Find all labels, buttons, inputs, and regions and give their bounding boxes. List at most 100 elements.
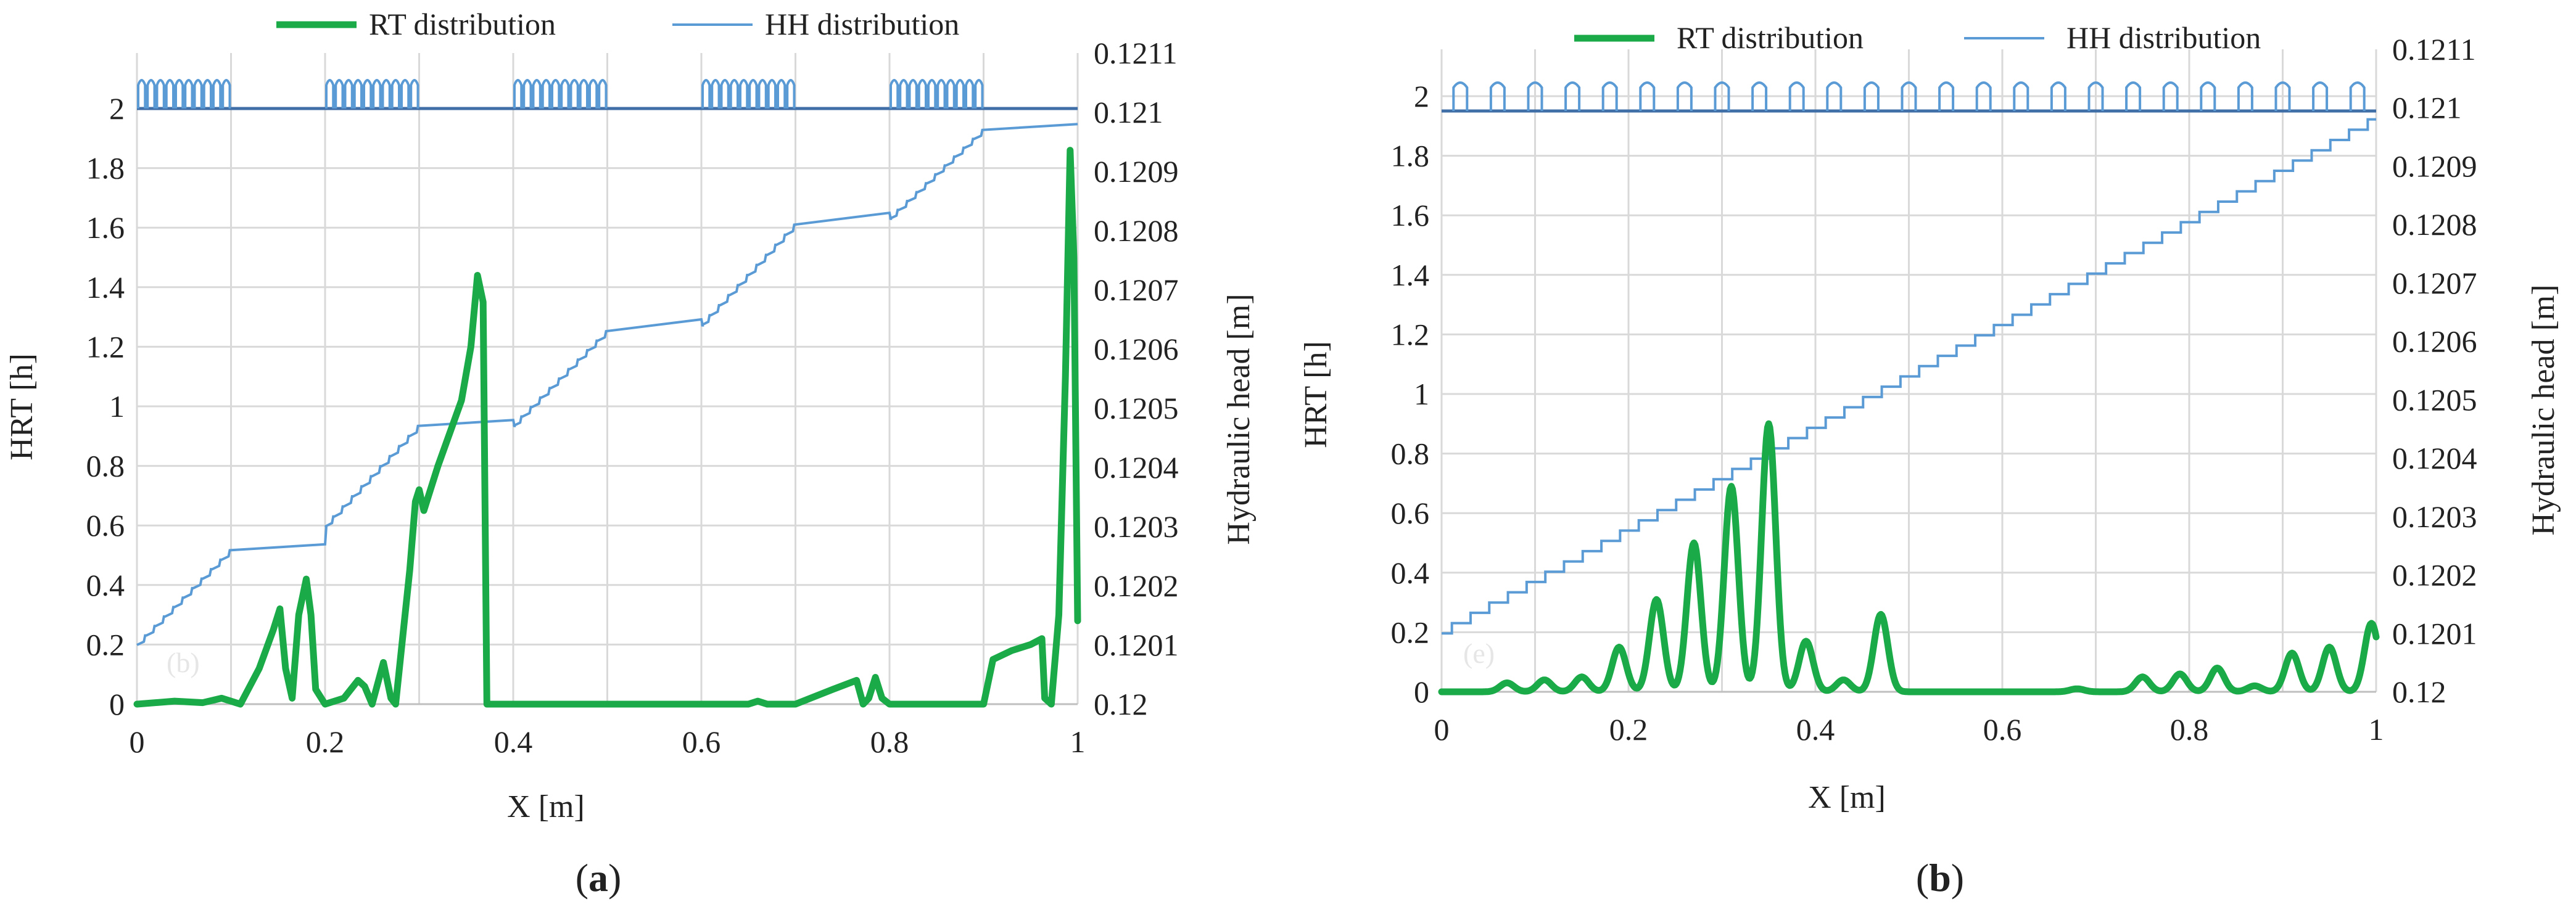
- baffle: [1676, 81, 1693, 111]
- baffle: [1452, 81, 1469, 111]
- y-tick-label: 0.2: [1391, 615, 1430, 649]
- baffle: [1938, 81, 1955, 111]
- baffle: [1489, 81, 1506, 111]
- x-tick-label: 0.8: [870, 724, 909, 759]
- chart-panel-a: 00.20.40.60.811.21.41.61.82 0.120.12010.…: [4, 7, 1257, 900]
- baffle-markers-a: [137, 79, 1078, 110]
- baffle-group: [890, 79, 984, 109]
- baffle: [1751, 81, 1768, 111]
- rt-distribution-line: [133, 147, 1081, 708]
- x-tick-label: 0.6: [1983, 712, 2022, 747]
- y2-tick-label: 0.1209: [2392, 149, 2477, 183]
- y-tick-label: 1.4: [86, 270, 125, 305]
- y2-tick-label: 0.1211: [2392, 32, 2476, 67]
- y2-tick-label: 0.1202: [1094, 568, 1179, 603]
- hh-distribution-line: [136, 123, 1078, 646]
- y-tick-label: 1.6: [1391, 198, 1430, 232]
- rt-line-a: [133, 147, 1081, 708]
- watermark-a: (b): [167, 647, 200, 678]
- y2-tick-label: 0.12: [1094, 687, 1148, 721]
- y2-tick-labels-b: 0.12 0.1201 0.1202 0.1203 0.1204 0.1205 0.1206…: [2392, 32, 2477, 709]
- x-tick-labels-b: 0 0.2 0.4 0.6 0.8 1: [1434, 712, 2384, 747]
- x-tick-label: 0.2: [306, 724, 345, 759]
- baffle: [2162, 81, 2179, 111]
- x-tick-label: 0.4: [494, 724, 533, 759]
- y2-tick-label: 0.1205: [1094, 391, 1179, 425]
- y2-tick-label: 0.1203: [1094, 509, 1179, 544]
- baffle-group: [701, 79, 796, 109]
- y2-tick-label: 0.1202: [2392, 558, 2477, 593]
- baffle: [1975, 81, 1992, 111]
- y2-axis-title-a: Hydraulic head [m]: [1221, 293, 1257, 544]
- x-tick-label: 0.2: [1609, 712, 1648, 747]
- baffle: [1564, 81, 1581, 111]
- watermark-b: (e): [1463, 638, 1495, 669]
- y2-tick-label: 0.1207: [2392, 266, 2477, 300]
- baffle-group: [325, 79, 419, 109]
- y-tick-label: 0.8: [1391, 437, 1430, 471]
- baffle: [1788, 81, 1805, 111]
- y-tick-label: 1.2: [86, 329, 125, 364]
- x-tick-label: 0: [130, 724, 145, 759]
- y2-tick-label: 0.1208: [1094, 213, 1179, 248]
- legend-rt-label-a: RT distribution: [369, 7, 556, 41]
- y-tick-label: 0.8: [86, 449, 125, 483]
- x-tick-labels-a: 0 0.2 0.4 0.6 0.8 1: [130, 724, 1086, 759]
- y-tick-label: 0: [109, 687, 125, 721]
- panel-caption-a: (a): [576, 856, 622, 900]
- y2-tick-label: 0.1204: [2392, 441, 2477, 475]
- x-axis-title-b: X [m]: [1808, 780, 1886, 815]
- y-tick-label: 0.4: [1391, 556, 1430, 590]
- baffle: [2349, 81, 2366, 111]
- y-tick-label: 0: [1414, 675, 1429, 709]
- hh-line-a: [136, 123, 1078, 646]
- grid-b: [1440, 49, 2377, 693]
- baffle: [2274, 81, 2291, 111]
- y2-tick-labels-a: 0.12 0.1201 0.1202 0.1203 0.1204 0.1205 0.1206…: [1094, 36, 1179, 721]
- y2-axis-title-b: Hydraulic head [m]: [2526, 284, 2561, 535]
- y2-tick-label: 0.1207: [1094, 273, 1179, 307]
- y2-tick-label: 0.1201: [2392, 616, 2477, 650]
- baffle-group: [513, 79, 608, 109]
- y-tick-label: 0.2: [86, 627, 125, 662]
- y-tick-label: 1.4: [1391, 258, 1430, 292]
- y2-tick-label: 0.1205: [2392, 382, 2477, 417]
- chart-panel-b: 00.20.40.60.811.21.41.61.82 0.120.12010.…: [1298, 20, 2561, 900]
- panel-caption-b: (b): [1916, 856, 1964, 900]
- y-tick-label: 2: [1414, 79, 1429, 113]
- y2-tick-label: 0.1211: [1094, 36, 1178, 70]
- baffle: [1639, 81, 1656, 111]
- y-tick-label: 0.4: [86, 568, 125, 602]
- legend-rt-label-b: RT distribution: [1677, 20, 1864, 55]
- y-tick-label: 0.6: [1391, 496, 1430, 530]
- y-tick-label: 1.2: [1391, 317, 1430, 351]
- y-axis-title-a: HRT [h]: [4, 353, 39, 461]
- y-tick-label: 0.6: [86, 508, 125, 543]
- baffle: [2050, 81, 2066, 111]
- baffle: [1826, 81, 1843, 111]
- baffle: [1863, 81, 1880, 111]
- y2-tick-label: 0.1209: [1094, 154, 1179, 189]
- y-tick-labels-b: 0 0.2 0.4 0.6 0.8 1 1.2 1.4 1.6 1.8 2: [1391, 79, 1430, 709]
- x-tick-label: 0: [1434, 712, 1450, 747]
- baffle: [1527, 81, 1543, 111]
- y2-tick-label: 0.1203: [2392, 499, 2477, 534]
- y-tick-label: 1: [109, 389, 125, 424]
- y2-tick-label: 0.1204: [1094, 450, 1179, 485]
- y2-tick-label: 0.1206: [2392, 324, 2477, 359]
- baffle: [2125, 81, 2142, 111]
- y-tick-label: 1: [1414, 377, 1429, 411]
- hh-line-b: [1442, 118, 2376, 635]
- y2-tick-label: 0.121: [2392, 91, 2462, 125]
- x-tick-label: 1: [2369, 712, 2384, 747]
- x-tick-label: 0.8: [2170, 712, 2209, 747]
- x-tick-label: 0.4: [1796, 712, 1835, 747]
- y-tick-label: 1.8: [86, 151, 125, 186]
- baffle: [1601, 81, 1618, 111]
- x-tick-label: 0.6: [682, 724, 721, 759]
- legend-hh-label-a: HH distribution: [765, 7, 959, 41]
- legend-hh-label-b: HH distribution: [2066, 20, 2261, 55]
- y2-tick-label: 0.1206: [1094, 332, 1179, 366]
- baffle: [1714, 81, 1730, 111]
